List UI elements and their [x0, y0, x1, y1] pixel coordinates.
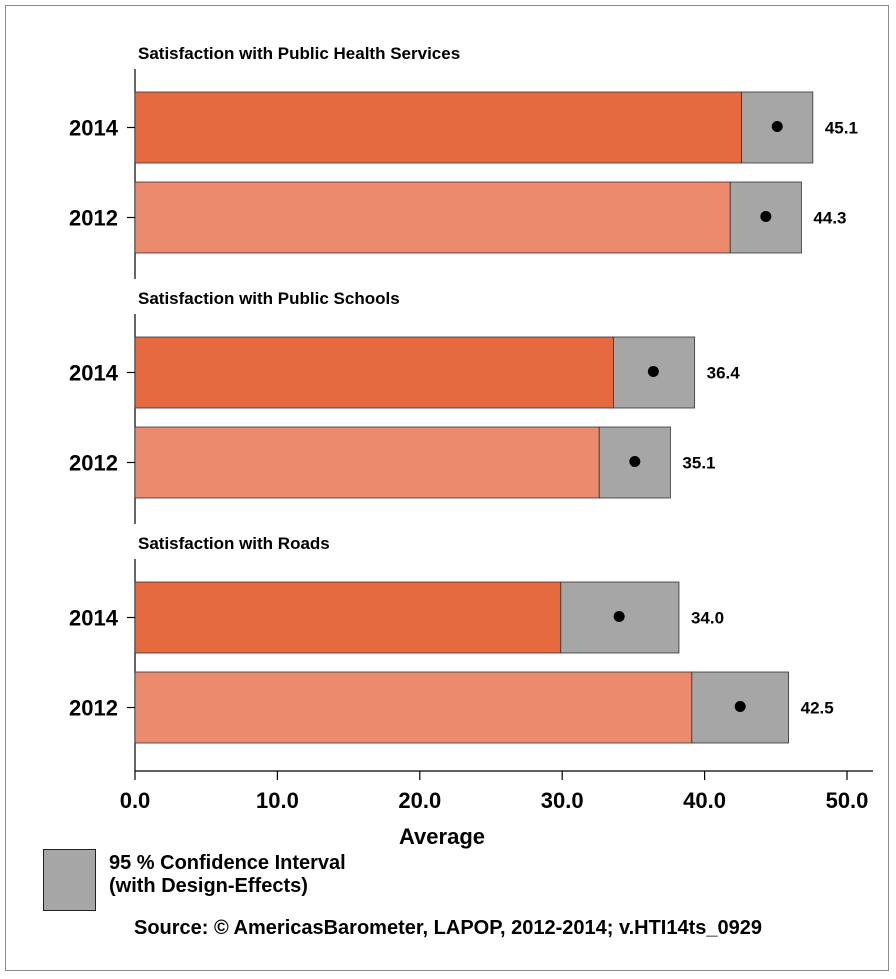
bar-2012	[134, 426, 600, 499]
x-tick-label: 20.0	[398, 788, 441, 813]
panel-title: Satisfaction with Public Schools	[138, 289, 400, 308]
legend-line-1: 95 % Confidence Interval	[109, 852, 346, 874]
bar-2014	[134, 91, 743, 164]
bar-2012	[134, 181, 731, 254]
panel-title: Satisfaction with Roads	[138, 534, 330, 553]
value-label: 35.1	[682, 454, 715, 473]
mean-point	[734, 701, 746, 712]
year-label: 2014	[69, 361, 119, 386]
mean-point	[629, 456, 641, 467]
legend-ci-label: 95 % Confidence Interval (with Design-Ef…	[109, 852, 346, 898]
value-label: 44.3	[813, 209, 846, 228]
mean-point	[613, 611, 625, 622]
year-label: 2014	[69, 606, 119, 631]
x-tick-label: 50.0	[826, 788, 869, 813]
year-label: 2014	[69, 116, 119, 141]
legend-ci-swatch	[43, 849, 96, 911]
mean-point	[760, 211, 772, 222]
x-tick-label: 10.0	[256, 788, 299, 813]
year-label: 2012	[69, 206, 118, 231]
source-note: Source: © AmericasBarometer, LAPOP, 2012…	[133, 917, 763, 939]
year-label: 2012	[69, 696, 118, 721]
x-tick-label: 40.0	[683, 788, 726, 813]
year-label: 2012	[69, 451, 118, 476]
panel-title: Satisfaction with Public Health Services	[138, 44, 460, 63]
bar-chart: Satisfaction with Public Health Services…	[69, 44, 873, 849]
value-label: 45.1	[825, 119, 858, 138]
x-tick-label: 30.0	[541, 788, 584, 813]
value-label: 36.4	[707, 364, 741, 383]
x-axis-label: Average	[399, 824, 485, 849]
bar-2014	[134, 336, 614, 409]
bar-2014	[134, 581, 562, 654]
value-label: 42.5	[801, 699, 834, 718]
x-tick-label: 0.0	[120, 788, 151, 813]
value-label: 34.0	[691, 609, 724, 628]
bar-2012	[134, 671, 693, 744]
mean-point	[647, 366, 659, 377]
legend-line-2: (with Design-Effects)	[109, 875, 308, 897]
mean-point	[771, 121, 783, 132]
